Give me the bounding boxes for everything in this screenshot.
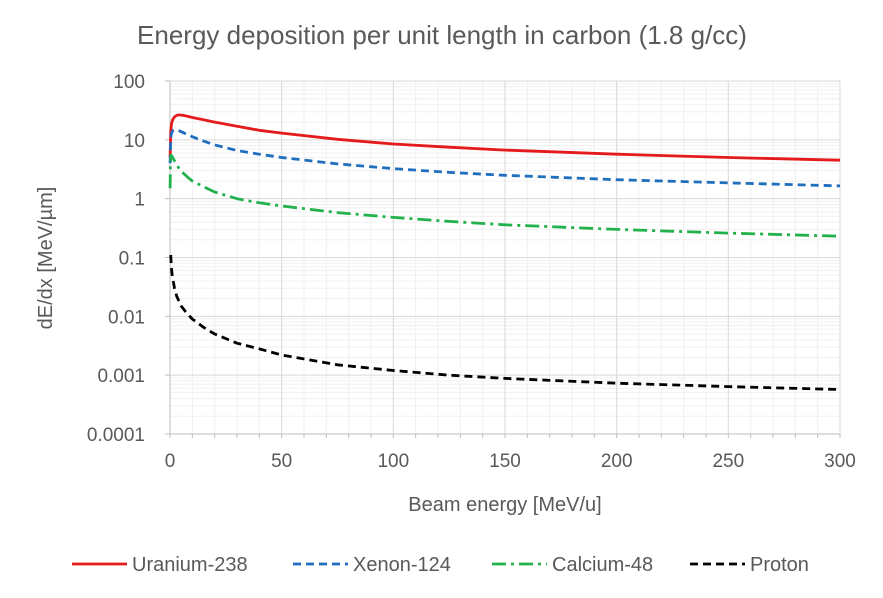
y-tick-label: 0.0001 — [87, 425, 145, 446]
y-tick-label: 1 — [134, 190, 145, 211]
y-tick-label: 0.1 — [119, 249, 145, 270]
x-tick-label: 250 — [712, 451, 744, 472]
y-tick-label: 10 — [124, 131, 145, 152]
series-line-xenon-124 — [168, 128, 841, 188]
legend-label-xenon-124: Xenon-124 — [353, 554, 451, 576]
x-tick-label: 50 — [271, 451, 292, 472]
legend: Uranium-238 Xenon-124 Calcium-48 Proton — [72, 554, 809, 576]
legend-label-uranium-238: Uranium-238 — [132, 554, 248, 576]
series-line-proton — [169, 255, 841, 391]
x-tick-label: 100 — [377, 451, 409, 472]
y-axis-label: dE/dx [MeV/µm] — [35, 187, 57, 330]
y-tick-label: 0.001 — [97, 366, 145, 387]
x-tick-label: 300 — [824, 451, 856, 472]
legend-label-calcium-48: Calcium-48 — [552, 554, 653, 576]
y-tick-label: 0.01 — [108, 307, 145, 328]
chart-title: Energy deposition per unit length in car… — [137, 20, 747, 50]
legend-label-proton: Proton — [750, 554, 809, 576]
y-tick-label: 100 — [113, 72, 145, 93]
series-line-calcium-48 — [168, 153, 841, 238]
series-line-uranium-238 — [168, 113, 841, 162]
x-tick-label: 200 — [601, 451, 633, 472]
gridlines — [170, 80, 841, 435]
tick-labels: 0 50 100 150 200 250 300 0.0001 0.001 0.01 0.1 1 10 1… — [87, 72, 856, 472]
series-lines — [168, 113, 841, 391]
x-tick-label: 0 — [165, 451, 176, 472]
x-axis-label: Beam energy [MeV/u] — [408, 494, 601, 516]
x-tick-label: 150 — [489, 451, 521, 472]
